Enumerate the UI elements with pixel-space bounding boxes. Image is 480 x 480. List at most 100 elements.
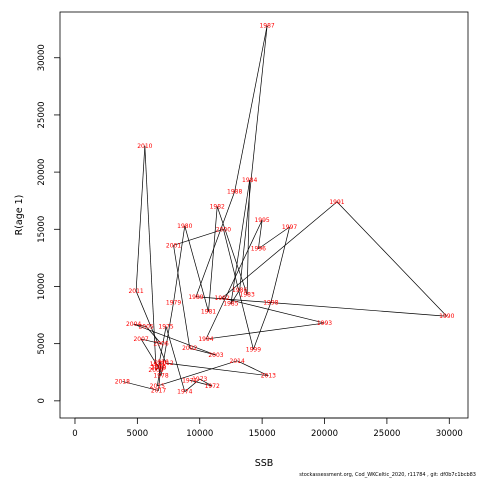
x-tick-label: 30000 <box>436 429 463 439</box>
trajectory-segment <box>135 290 167 364</box>
year-label: 1984 <box>242 177 257 184</box>
x-tick-label: 15000 <box>249 429 276 439</box>
y-tick-label: 0 <box>37 398 47 403</box>
year-label: 1974 <box>177 389 192 396</box>
trajectory-segment <box>258 226 290 250</box>
year-label: 1986 <box>232 287 247 294</box>
x-axis: 0 5000 10000 15000 20000 25000 30000 <box>72 417 463 439</box>
trajectory-segment <box>237 360 269 377</box>
x-tick-label: 20000 <box>311 429 338 439</box>
year-label: 2001 <box>166 242 181 249</box>
year-label: 1972 <box>205 383 220 390</box>
trajectory-segment <box>205 219 263 340</box>
year-label: 1997 <box>282 224 297 231</box>
y-tick-label: 30000 <box>37 44 47 71</box>
year-label: 2014 <box>230 358 245 365</box>
trajectory-segment <box>222 297 325 324</box>
y-tick-label: 10000 <box>37 273 47 300</box>
year-label: 1983 <box>240 291 255 298</box>
trajectory-segment <box>189 347 217 356</box>
trajectory-segment <box>230 289 240 304</box>
trajectory-segment <box>135 145 146 292</box>
x-tick-label: 25000 <box>373 429 400 439</box>
x-tick-label: 10000 <box>186 429 213 439</box>
year-label: 1989 <box>188 294 203 301</box>
year-label: 2003 <box>208 352 223 359</box>
year-label: 1980 <box>177 223 192 230</box>
trajectory-segment <box>157 360 238 387</box>
year-label: 2011 <box>128 288 143 295</box>
trajectory-segment <box>133 323 217 356</box>
trajectory-segment <box>133 323 147 327</box>
y-axis: 0 5000 10000 15000 20000 25000 30000 <box>37 44 61 404</box>
trajectory-segment <box>221 201 338 299</box>
year-label: 1990 <box>439 313 454 320</box>
trajectory-segment <box>195 296 447 317</box>
x-tick-label: 5000 <box>127 429 149 439</box>
year-label: 1996 <box>251 246 266 253</box>
year-label: 2015 <box>150 383 165 390</box>
year-label: 2009 <box>148 367 163 374</box>
year-label: 2012 <box>158 360 173 367</box>
x-axis-title: SSB <box>255 458 274 469</box>
year-label: 2004 <box>126 321 141 328</box>
year-label: 2008 <box>151 365 166 372</box>
year-label: 1998 <box>263 299 278 306</box>
trajectory-segment <box>173 245 191 349</box>
trajectory-segment <box>145 326 162 344</box>
trajectory-segment <box>336 201 448 317</box>
year-label: 2005 <box>138 324 153 331</box>
trajectory-segment <box>160 302 174 376</box>
year-label: 1994 <box>198 336 213 343</box>
trajectory-segment <box>189 379 213 387</box>
trajectory-segment <box>184 378 200 392</box>
year-label: 1977 <box>150 361 165 368</box>
year-label: 1978 <box>153 373 168 380</box>
trajectory-segment <box>253 302 272 350</box>
year-label: 2013 <box>261 373 276 380</box>
year-label: 1999 <box>246 346 261 353</box>
trajectory-segment <box>158 361 162 391</box>
y-tick-label: 5000 <box>37 333 47 355</box>
y-tick-label: 15000 <box>37 216 47 243</box>
y-axis-title: R(age 1) <box>14 195 25 236</box>
year-label: 1975 <box>158 324 173 331</box>
year-label: 1985 <box>223 301 238 308</box>
year-label: 2017 <box>151 388 166 395</box>
year-label: 1992 <box>215 295 230 302</box>
year-label: 2016 <box>153 359 168 366</box>
trajectory-segment <box>195 191 236 297</box>
year-label: 2018 <box>115 378 130 385</box>
year-label: 1971 <box>182 377 197 384</box>
trajectory-segment <box>239 25 268 290</box>
trajectory-lines <box>122 25 448 392</box>
y-tick-label: 20000 <box>37 159 47 186</box>
trajectory-segment <box>234 25 268 192</box>
trajectory-segment <box>144 145 157 370</box>
x-tick-label: 0 <box>72 429 77 439</box>
trajectory-segment <box>258 220 263 249</box>
year-label: 2006 <box>153 341 168 348</box>
year-label: 2002 <box>182 345 197 352</box>
year-label: 1991 <box>329 199 344 206</box>
trajectory-segment <box>122 381 159 391</box>
year-label: 1981 <box>201 309 216 316</box>
year-label: 2007 <box>133 336 148 343</box>
trajectory-segment <box>173 228 224 246</box>
trajectory-segment <box>155 367 159 371</box>
trajectory-segment <box>230 180 250 304</box>
year-label: 2010 <box>137 143 152 150</box>
trajectory-segment <box>173 225 186 303</box>
year-label: 1995 <box>254 217 269 224</box>
year-label: 1973 <box>192 376 207 383</box>
plot-frame <box>59 11 469 419</box>
trajectory-segment <box>208 206 218 312</box>
year-label: 1982 <box>210 203 225 210</box>
trajectory-segment <box>158 326 167 367</box>
year-label: 1987 <box>259 23 274 30</box>
year-label: 1993 <box>317 320 332 327</box>
y-tick-label: 25000 <box>37 101 47 128</box>
trajectory-segment <box>205 322 325 340</box>
